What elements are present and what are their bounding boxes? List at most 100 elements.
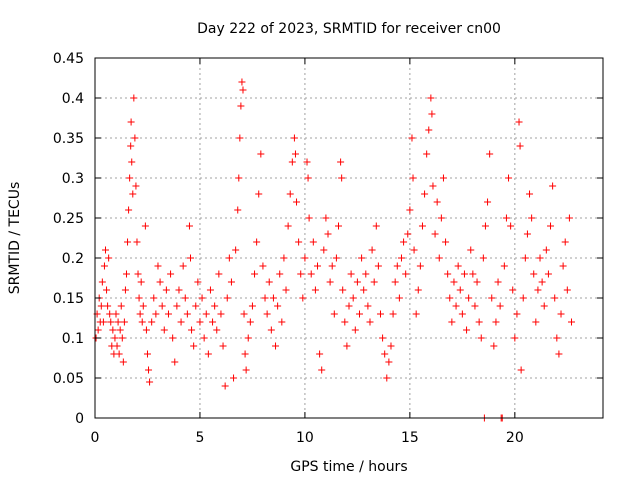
- data-point-marker: [435, 254, 443, 262]
- data-point-marker: [345, 302, 353, 310]
- data-point-marker: [338, 174, 346, 182]
- data-point-marker: [190, 342, 198, 350]
- data-point-marker: [272, 342, 280, 350]
- chart-title: Day 222 of 2023, SRMTID for receiver cn0…: [197, 21, 501, 37]
- data-point-marker: [295, 238, 303, 246]
- data-point-marker: [139, 302, 147, 310]
- data-point-marker: [530, 270, 538, 278]
- data-point-marker: [355, 310, 363, 318]
- data-point-marker: [239, 86, 247, 94]
- data-point-marker: [286, 190, 294, 198]
- data-point-marker: [267, 326, 275, 334]
- data-point-marker: [540, 302, 548, 310]
- data-point-marker: [101, 246, 109, 254]
- data-point-marker: [200, 334, 208, 342]
- data-point-marker: [148, 318, 156, 326]
- data-point-marker: [515, 118, 523, 126]
- data-point-marker: [559, 262, 567, 270]
- data-point-marker: [439, 174, 447, 182]
- data-point-marker: [450, 278, 458, 286]
- y-tick-label: 0.05: [53, 371, 84, 387]
- y-tick-label: 0.1: [62, 331, 84, 347]
- data-point-marker: [125, 206, 133, 214]
- data-point-marker: [414, 286, 422, 294]
- data-point-marker: [557, 310, 565, 318]
- data-point-marker: [484, 198, 492, 206]
- data-point-marker: [429, 182, 437, 190]
- data-point-marker: [274, 302, 282, 310]
- data-point-marker: [290, 134, 298, 142]
- data-point-marker: [104, 302, 112, 310]
- data-point-marker: [395, 294, 403, 302]
- data-point-marker: [496, 302, 504, 310]
- data-point-marker: [167, 270, 175, 278]
- data-point-marker: [217, 310, 225, 318]
- data-point-marker: [188, 326, 196, 334]
- data-point-marker: [473, 278, 481, 286]
- data-point-marker: [240, 310, 248, 318]
- data-point-marker: [134, 270, 142, 278]
- data-point-marker: [492, 318, 500, 326]
- data-point-marker: [307, 270, 315, 278]
- data-point-marker: [372, 222, 380, 230]
- data-point-marker: [305, 214, 313, 222]
- data-point-marker: [150, 294, 158, 302]
- data-point-marker: [389, 310, 397, 318]
- data-point-marker: [293, 198, 301, 206]
- data-point-marker: [253, 238, 261, 246]
- data-point-marker: [454, 262, 462, 270]
- data-point-marker: [303, 158, 311, 166]
- data-point-marker: [433, 198, 441, 206]
- data-point-marker: [320, 246, 328, 254]
- data-point-marker: [284, 222, 292, 230]
- y-tick-label: 0.2: [62, 251, 84, 267]
- data-point-marker: [255, 190, 263, 198]
- data-point-marker: [251, 270, 259, 278]
- data-point-marker: [232, 246, 240, 254]
- data-point-marker: [169, 334, 177, 342]
- y-tick-label: 0.35: [53, 131, 84, 147]
- data-point-marker: [198, 294, 206, 302]
- data-point-marker: [179, 262, 187, 270]
- x-tick-label: 10: [296, 430, 314, 446]
- data-point-marker: [549, 182, 557, 190]
- data-point-marker: [481, 222, 489, 230]
- grid-layer: [95, 58, 603, 418]
- data-point-marker: [154, 262, 162, 270]
- data-point-marker: [490, 342, 498, 350]
- data-point-marker: [122, 270, 130, 278]
- data-point-marker: [316, 350, 324, 358]
- data-point-marker: [135, 294, 143, 302]
- data-point-marker: [448, 318, 456, 326]
- data-point-marker: [225, 254, 233, 262]
- data-point-marker: [523, 230, 531, 238]
- data-point-marker: [175, 286, 183, 294]
- data-point-marker: [246, 318, 254, 326]
- data-point-marker: [219, 342, 227, 350]
- data-point-marker: [328, 262, 336, 270]
- data-point-marker: [500, 262, 508, 270]
- data-point-marker: [127, 118, 135, 126]
- data-point-marker: [181, 294, 189, 302]
- data-point-marker: [534, 286, 542, 294]
- data-point-marker: [383, 374, 391, 382]
- data-point-marker: [297, 270, 305, 278]
- data-point-marker: [416, 262, 424, 270]
- data-point-marker: [402, 270, 410, 278]
- x-tick-label: 0: [91, 430, 100, 446]
- data-point-marker: [465, 294, 473, 302]
- y-tick-label: 0.25: [53, 211, 84, 227]
- data-point-marker: [421, 190, 429, 198]
- data-point-marker: [376, 310, 384, 318]
- data-point-marker: [358, 254, 366, 262]
- data-point-marker: [113, 342, 121, 350]
- data-point-marker: [109, 326, 117, 334]
- data-point-marker: [187, 254, 195, 262]
- data-point-marker: [127, 142, 135, 150]
- data-point-marker: [409, 174, 417, 182]
- x-tick-label: 20: [506, 430, 524, 446]
- data-point-marker: [276, 270, 284, 278]
- data-point-marker: [516, 142, 524, 150]
- data-point-marker: [469, 270, 477, 278]
- data-point-marker: [94, 326, 102, 334]
